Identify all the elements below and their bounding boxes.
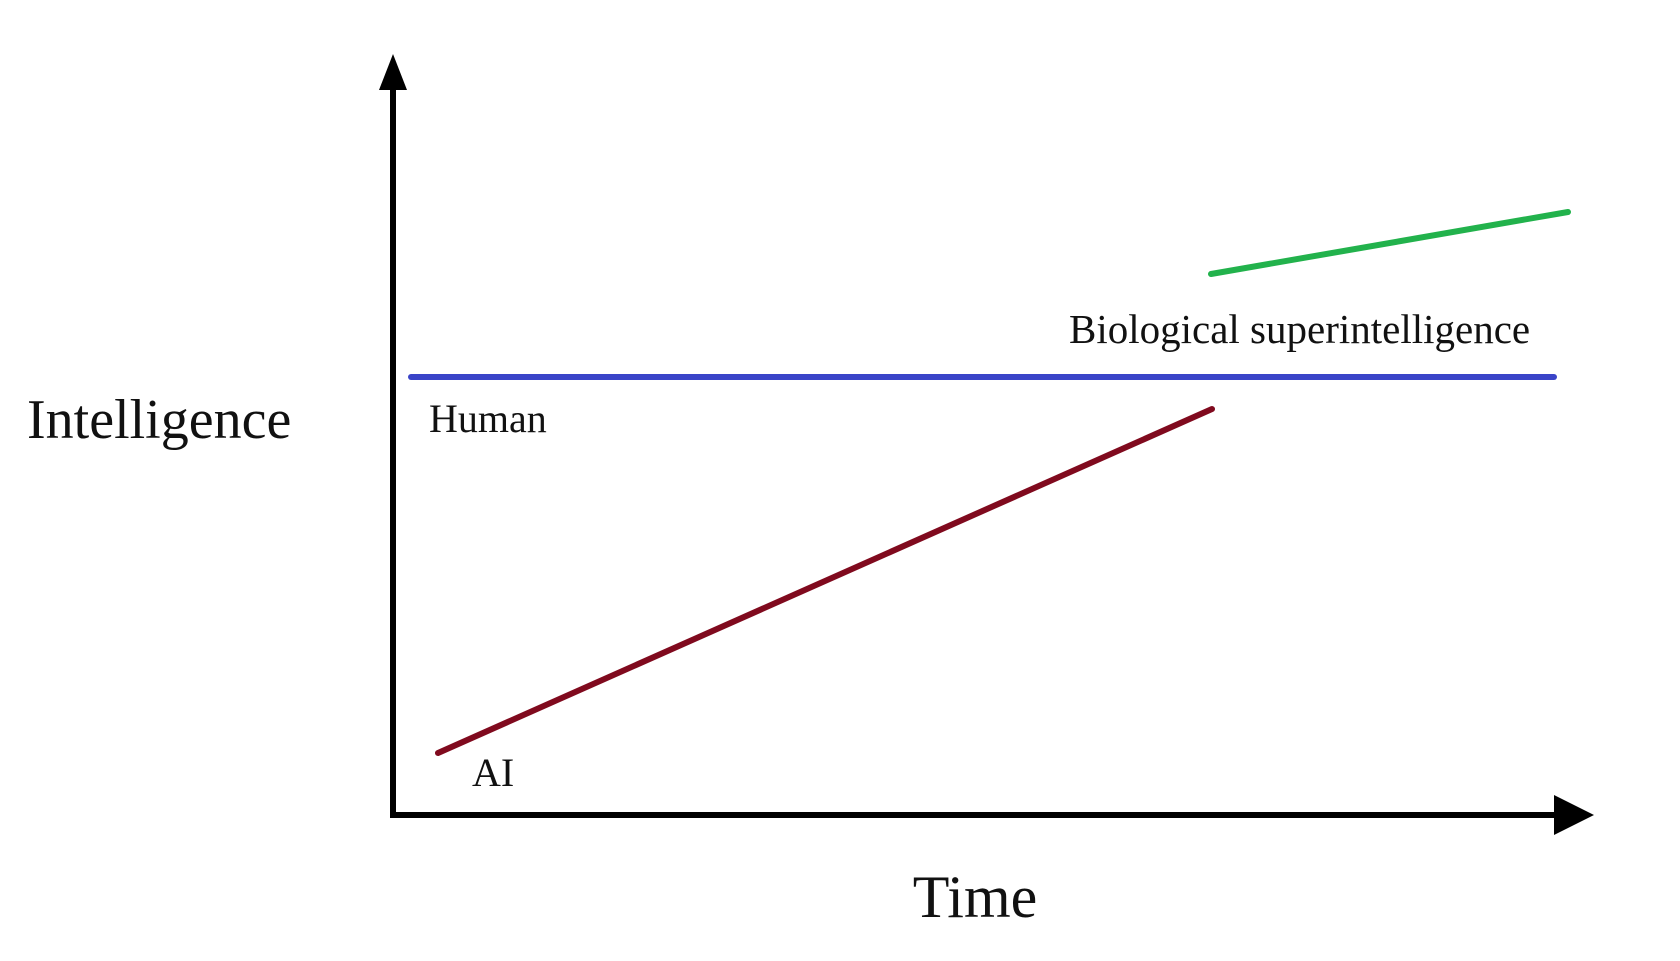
x-axis-label: Time xyxy=(913,864,1038,930)
ai-line xyxy=(435,406,1215,756)
x-axis-arrow xyxy=(1554,795,1594,835)
biological-label: Biological superintelligence xyxy=(1069,306,1530,352)
ai-label: AI xyxy=(472,750,514,795)
human-label: Human xyxy=(429,396,547,441)
y-axis-label: Intelligence xyxy=(27,389,291,451)
biological-line xyxy=(1208,209,1571,277)
y-axis-arrow xyxy=(379,54,407,90)
